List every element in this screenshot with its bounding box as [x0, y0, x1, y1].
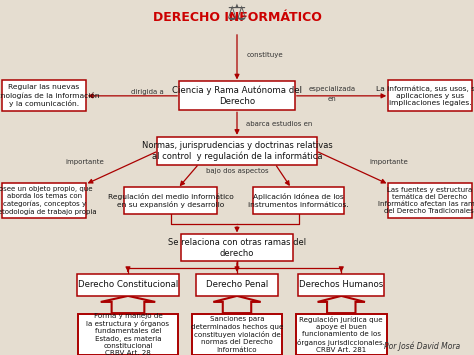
- FancyBboxPatch shape: [78, 314, 178, 355]
- Text: abarca estudios en: abarca estudios en: [246, 121, 313, 126]
- FancyBboxPatch shape: [181, 234, 293, 261]
- FancyBboxPatch shape: [296, 314, 386, 355]
- Text: Derecho Constitucional: Derecho Constitucional: [78, 280, 178, 289]
- FancyBboxPatch shape: [157, 137, 317, 165]
- Text: Se relaciona con otras ramas del
derecho: Se relaciona con otras ramas del derecho: [168, 238, 306, 258]
- Text: Regulación del medio informático
en su expansión y desarrollo: Regulación del medio informático en su e…: [108, 193, 234, 208]
- FancyBboxPatch shape: [179, 82, 295, 110]
- Text: Derecho Penal: Derecho Penal: [206, 280, 268, 289]
- Text: Sanciones para
determinados hechos que
constituyen violación de
normas del Derec: Sanciones para determinados hechos que c…: [191, 316, 283, 353]
- Text: Regular las nuevas
tecnologías de la información
y la comunicación.: Regular las nuevas tecnologías de la inf…: [0, 84, 100, 107]
- Text: constituye: constituye: [246, 52, 283, 58]
- Text: importante: importante: [65, 159, 104, 164]
- Text: dirigida a: dirigida a: [130, 89, 164, 94]
- FancyBboxPatch shape: [77, 274, 179, 295]
- Text: Ciencia y Rama Autónoma del
Derecho: Ciencia y Rama Autónoma del Derecho: [172, 86, 302, 106]
- Text: en: en: [328, 97, 336, 102]
- FancyBboxPatch shape: [196, 274, 277, 295]
- Text: Derechos Humanos: Derechos Humanos: [299, 280, 383, 289]
- FancyBboxPatch shape: [191, 314, 282, 355]
- FancyBboxPatch shape: [2, 80, 86, 111]
- FancyBboxPatch shape: [388, 183, 472, 218]
- FancyBboxPatch shape: [388, 80, 472, 111]
- FancyBboxPatch shape: [299, 274, 384, 295]
- Text: Por José David Mora: Por José David Mora: [383, 341, 460, 351]
- Text: La informática, sus usos, sus
aplicaciones y sus
implicaciones legales.: La informática, sus usos, sus aplicacion…: [376, 85, 474, 106]
- Text: especializada: especializada: [308, 87, 356, 92]
- Text: Normas, jurisprudencias y doctrinas relativas
al control  y regulación de la inf: Normas, jurisprudencias y doctrinas rela…: [142, 141, 332, 161]
- Text: bajo dos aspectos: bajo dos aspectos: [206, 168, 268, 174]
- Text: Posee un objeto propio, que
aborda los temas con
categorías, conceptos y
metodol: Posee un objeto propio, que aborda los t…: [0, 186, 97, 215]
- Text: Las fuentes y estructura
temática del Derecho
Informático afectan las ramas
del : Las fuentes y estructura temática del De…: [378, 187, 474, 214]
- Text: DERECHO INFORMÁTICO: DERECHO INFORMÁTICO: [153, 11, 321, 24]
- FancyBboxPatch shape: [253, 187, 344, 214]
- Text: Regulación jurídica que
apoye el buen
funcionamiento de los
órganos jurisdiccion: Regulación jurídica que apoye el buen fu…: [297, 316, 385, 353]
- Text: Forma y manejo de
la estructura y órganos
fundamentales del
Estado, es materia
c: Forma y manejo de la estructura y órgano…: [86, 313, 170, 355]
- FancyBboxPatch shape: [2, 183, 86, 218]
- FancyBboxPatch shape: [124, 187, 217, 214]
- Text: importante: importante: [370, 159, 409, 164]
- Text: Aplicación idónea de los
instrumentos informáticos.: Aplicación idónea de los instrumentos in…: [248, 193, 349, 208]
- Text: ⚖: ⚖: [227, 4, 247, 23]
